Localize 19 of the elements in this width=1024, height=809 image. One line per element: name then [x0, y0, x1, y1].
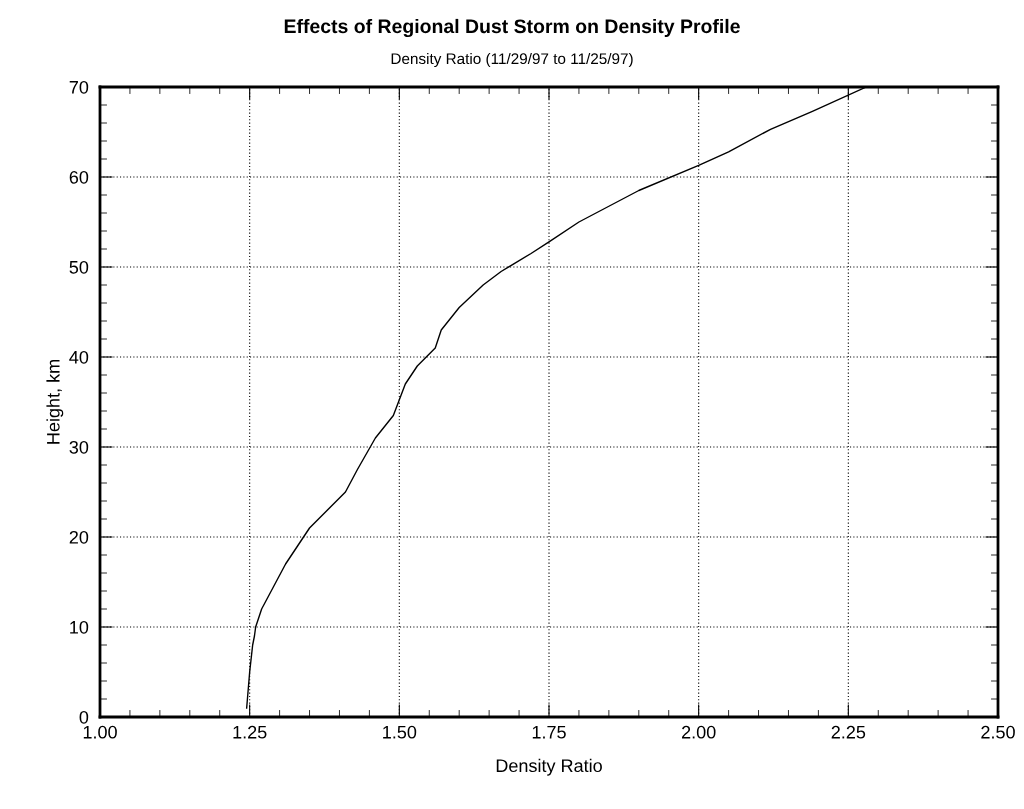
- y-axis-title: Height, km: [46, 360, 64, 444]
- y-tick-label: 20: [69, 530, 89, 544]
- x-tick-label: 2.00: [682, 725, 716, 739]
- y-tick-label: 70: [69, 80, 89, 94]
- x-tick-label: 1.75: [532, 726, 566, 739]
- y-tick-label: 10: [70, 620, 89, 634]
- chart-title: Effects of Regional Dust Storm on Density Profile: [284, 18, 740, 38]
- x-tick-label: 1.25: [233, 725, 267, 739]
- y-tick-label: 40: [69, 350, 89, 364]
- y-tick-label: 0: [79, 710, 89, 724]
- y-tick-label: 30: [69, 440, 89, 454]
- x-axis-title: Density Ratio: [496, 758, 602, 776]
- chart-subtitle: Density Ratio (11/29/97 to 11/25/97): [391, 52, 633, 68]
- x-tick-label: 1.50: [383, 725, 417, 739]
- x-tick-label: 1.00: [83, 725, 117, 739]
- x-tick-label: 2.25: [831, 725, 866, 739]
- y-tick-label: 50: [69, 260, 89, 274]
- x-tick-label: 2.50: [981, 725, 1015, 739]
- y-tick-label: 60: [69, 170, 89, 184]
